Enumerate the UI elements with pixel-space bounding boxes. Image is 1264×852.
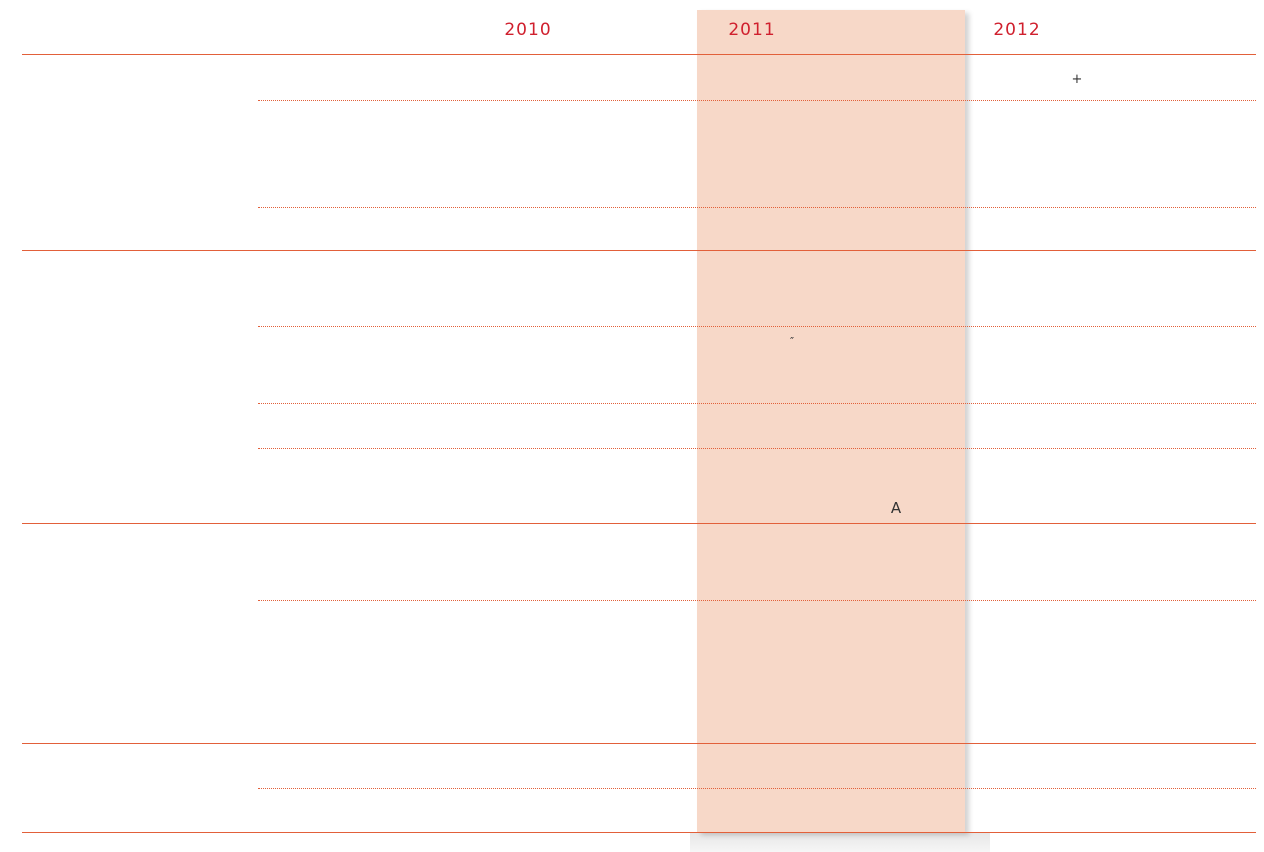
rule [22, 743, 1256, 744]
dotted-rule [258, 788, 1256, 789]
cell-symbol: ″ [789, 335, 795, 348]
column-header: 2010 [504, 20, 552, 40]
column-header: 2012 [993, 20, 1041, 40]
column-header: 2011 [728, 20, 776, 40]
dotted-rule [258, 403, 1256, 404]
dotted-rule [258, 100, 1256, 101]
dotted-rule [258, 326, 1256, 327]
rule [22, 523, 1256, 524]
dotted-rule [258, 448, 1256, 449]
cell-symbol: + [1071, 72, 1083, 87]
highlight-column [697, 10, 965, 832]
rule [22, 250, 1256, 251]
rule [22, 832, 1256, 833]
dotted-rule [258, 207, 1256, 208]
dotted-rule [258, 600, 1256, 601]
rule [22, 54, 1256, 55]
cell-symbol: A [890, 499, 902, 517]
shadow [690, 832, 990, 852]
